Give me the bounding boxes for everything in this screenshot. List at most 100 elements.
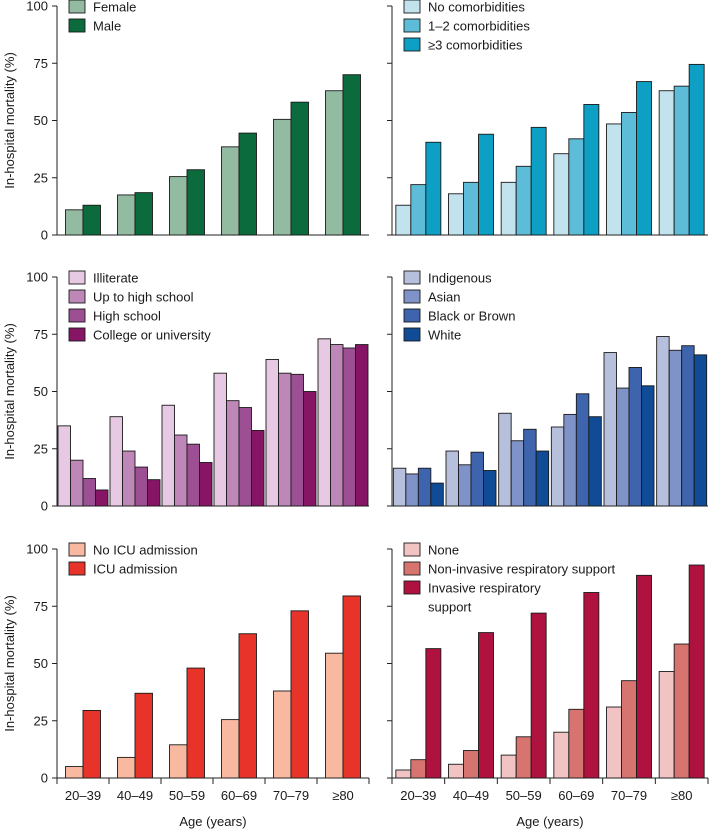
bar — [82, 204, 101, 236]
chart-panel-respiratory: 20–39 40–49 50–59 60–69 70–79 ≥80 Age (years) N… — [387, 542, 709, 829]
bar — [606, 706, 622, 779]
legend-label: Black or Brown — [428, 309, 515, 324]
bar — [500, 181, 517, 236]
bar — [238, 407, 252, 507]
bar — [425, 648, 442, 779]
bar — [117, 756, 136, 779]
bar — [325, 90, 344, 236]
bar — [530, 126, 547, 236]
bar — [575, 393, 590, 507]
y-tick-label: 75 — [34, 599, 48, 614]
legend-swatch — [403, 270, 421, 285]
legend-label: Up to high school — [93, 290, 194, 305]
x-tick-label: 70–79 — [611, 788, 647, 803]
bar — [583, 592, 600, 779]
bar — [568, 708, 585, 779]
y-tick-label: 0 — [41, 771, 48, 786]
bar — [448, 193, 464, 236]
bar — [95, 489, 109, 507]
bar — [510, 440, 525, 507]
bar — [470, 451, 484, 507]
x-tick-label: ≥80 — [332, 788, 354, 803]
x-tick-label: 20–39 — [65, 788, 101, 803]
x-tick-label: 50–59 — [506, 788, 542, 803]
bar — [238, 132, 257, 236]
legend-label: ≥3 comorbidities — [428, 38, 523, 53]
bar — [483, 470, 497, 507]
bar — [355, 344, 369, 507]
bar — [169, 744, 188, 779]
bar — [134, 692, 153, 779]
legend-label: None — [428, 543, 459, 558]
bar — [82, 478, 96, 507]
bar — [325, 652, 344, 779]
bar — [226, 400, 240, 507]
legend-swatch — [403, 18, 421, 33]
y-tick-label: 75 — [34, 327, 48, 342]
bar — [330, 344, 344, 507]
legend-label: No comorbidities — [428, 0, 525, 15]
x-tick-label: 50–59 — [169, 788, 205, 803]
bar — [693, 354, 708, 507]
bar — [515, 165, 532, 236]
bar — [186, 169, 205, 236]
bar — [161, 404, 175, 507]
bar — [342, 74, 361, 236]
bar — [273, 690, 292, 779]
bar — [463, 181, 479, 236]
x-tick-label: ≥80 — [671, 788, 693, 803]
bar — [417, 467, 432, 507]
legend-swatch — [403, 37, 421, 52]
legend-label: White — [428, 328, 461, 343]
bar — [621, 680, 637, 779]
y-tick-label: 50 — [34, 656, 48, 671]
legend-swatch — [403, 542, 421, 557]
bar — [658, 671, 675, 779]
legend-swatch — [68, 289, 86, 304]
bar — [65, 766, 84, 779]
y-tick-label: 50 — [34, 384, 48, 399]
bar — [553, 731, 570, 779]
legend-swatch — [403, 308, 421, 323]
y-axis-title: In-hospital mortality (%) — [2, 595, 17, 732]
y-tick-label: 50 — [34, 113, 48, 128]
bar — [395, 769, 412, 779]
legend-label: No ICU admission — [93, 543, 198, 558]
y-tick-label: 0 — [41, 228, 48, 243]
bar — [317, 338, 331, 507]
legend-label: Illiterate — [93, 271, 139, 286]
bar — [550, 426, 565, 507]
bar — [342, 347, 356, 507]
bar — [445, 450, 459, 507]
bar — [568, 138, 585, 236]
bar — [563, 413, 577, 507]
legend-swatch — [68, 308, 86, 323]
bar — [221, 146, 240, 236]
legend-label: Male — [93, 19, 121, 34]
bar — [681, 345, 695, 507]
bar — [515, 736, 532, 779]
legend-swatch — [403, 327, 421, 342]
bar — [290, 373, 304, 507]
bar — [530, 612, 547, 779]
x-tick-label: 20–39 — [400, 788, 436, 803]
chart-panel-comorbidities: No comorbidities 1–2 comorbidities ≥3 como… — [387, 0, 708, 236]
legend-swatch — [403, 580, 421, 595]
bar — [199, 462, 213, 507]
y-tick-label: 25 — [34, 441, 48, 456]
legend-swatch — [68, 0, 86, 14]
bar — [265, 358, 279, 507]
y-tick-label: 25 — [34, 170, 48, 185]
x-tick-label: 60–69 — [558, 788, 594, 803]
bar — [553, 153, 570, 236]
bar — [410, 184, 427, 236]
bar — [278, 372, 292, 507]
bar — [290, 610, 309, 779]
bar — [174, 434, 188, 507]
y-axis-title: In-hospital mortality (%) — [2, 52, 17, 189]
bar — [425, 141, 442, 236]
bar — [392, 467, 407, 507]
y-tick-label: 100 — [26, 542, 48, 557]
bar — [134, 466, 148, 507]
legend-label: ICU admission — [93, 562, 178, 577]
